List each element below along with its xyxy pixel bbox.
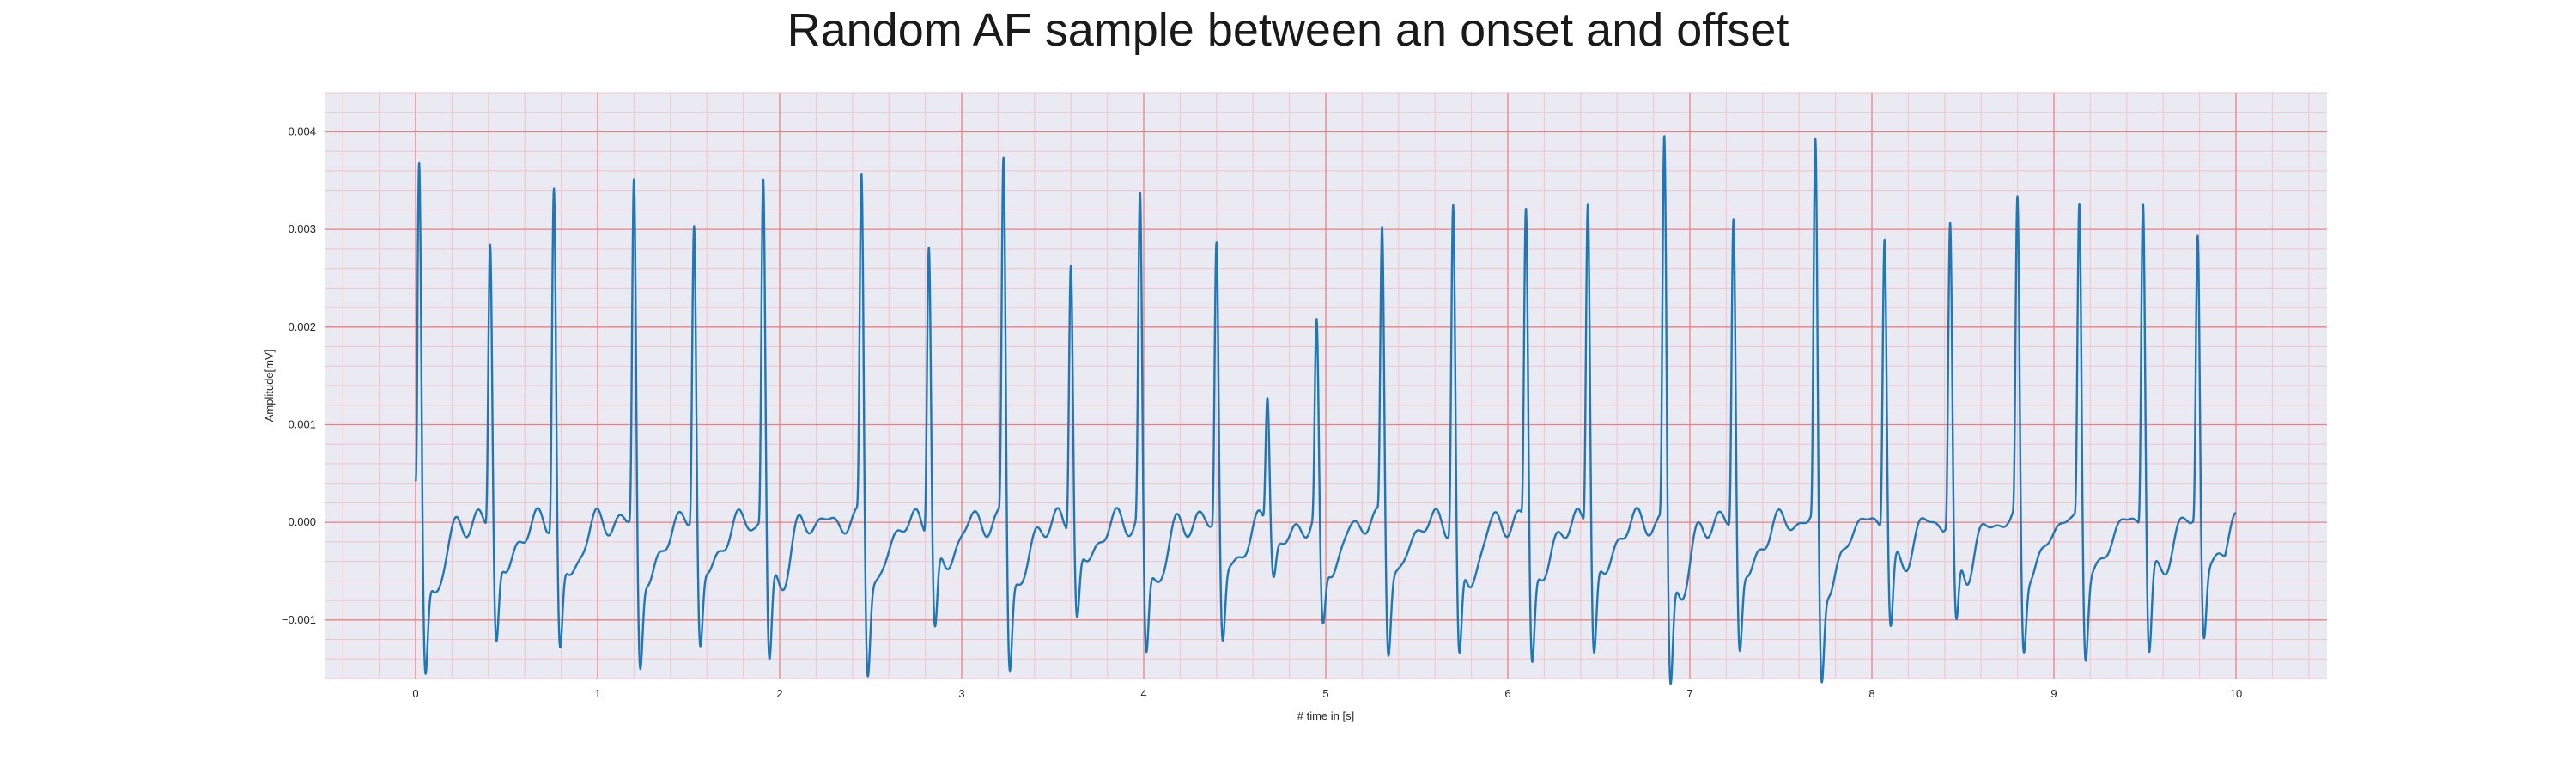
beat-peak-point (1524, 186, 1528, 189)
y-axis-label: Amplitude[mV] (263, 350, 276, 423)
beat-peak-point (1315, 315, 1318, 319)
beat-peak-point (1002, 140, 1005, 143)
chart-title: Random AF sample between an onset and of… (787, 4, 1789, 56)
beat-peak-point (1451, 179, 1455, 182)
x-tick-label: 9 (2050, 687, 2057, 700)
y-tick-label: 0.004 (288, 125, 316, 137)
beat-peak-point (762, 156, 765, 160)
y-tick-label: 0.003 (288, 222, 316, 235)
beat-peak-point (2142, 174, 2145, 178)
beat-peak-point (417, 149, 421, 153)
x-axis-label: # time in [s] (1297, 709, 1354, 722)
y-tick-label: 0.000 (288, 515, 316, 528)
beat-peak-point (927, 216, 931, 219)
x-tick-label: 5 (1322, 687, 1328, 700)
x-tick-label: 6 (1504, 687, 1510, 700)
beat-peak-point (552, 162, 556, 166)
x-tick-label: 2 (776, 687, 782, 700)
ecg-series-line (414, 135, 2237, 685)
y-tick-label: −0.001 (282, 613, 316, 626)
y-tick-label: 0.002 (288, 320, 316, 333)
beat-peak-point (1883, 211, 1886, 215)
x-tick-label: 7 (1686, 687, 1692, 700)
x-tick-label: 8 (1868, 687, 1874, 700)
beat-peak-point (1662, 115, 1666, 119)
beat-peak-point (692, 204, 696, 207)
beat-peak-point (2078, 184, 2081, 187)
beat-peak-point (1266, 384, 1269, 387)
y-tick-label: 0.001 (288, 417, 316, 430)
x-tick-label: 3 (958, 687, 964, 700)
beat-peak-point (1586, 174, 1589, 178)
beat-peak-point (1732, 196, 1735, 199)
beat-peak-point (1381, 210, 1384, 214)
beat-peak-point (2016, 186, 2020, 189)
x-tick-label: 1 (594, 687, 600, 700)
x-axis-ticks: 0 1 2 3 4 5 6 7 8 9 10 (412, 687, 2242, 700)
x-tick-label: 0 (412, 687, 418, 700)
y-axis-ticks: −0.001 0.000 0.001 0.002 0.003 0.004 (282, 125, 316, 625)
beat-peak-point (1069, 240, 1072, 243)
beat-peak-point (2196, 216, 2199, 219)
major-grid (325, 93, 2327, 679)
beat-peak-point (632, 156, 635, 160)
beat-peak-point (1948, 206, 1952, 210)
beat-peak-point (1215, 221, 1218, 224)
beat-peak-point (489, 218, 492, 222)
beat-peak-point (860, 156, 863, 160)
beat-peak-point (1139, 179, 1142, 182)
x-tick-label: 10 (2230, 687, 2242, 700)
x-tick-label: 4 (1140, 687, 1146, 700)
beat-peak-point (1814, 122, 1817, 125)
